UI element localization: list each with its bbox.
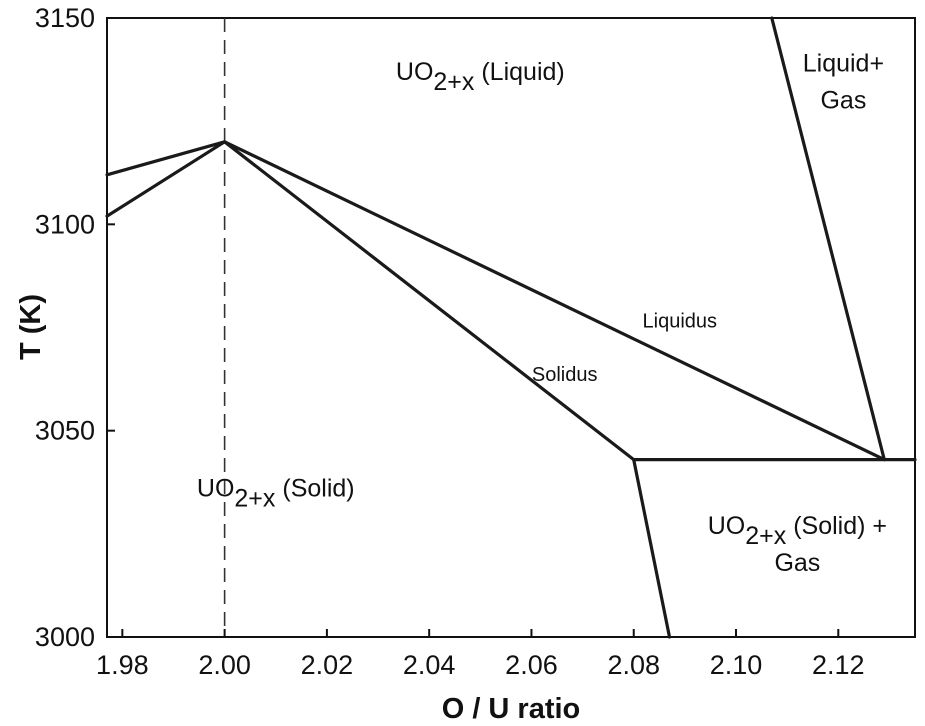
y-tick-label: 3150	[35, 3, 95, 33]
y-tick-label: 3100	[35, 209, 95, 239]
liquid-region: UO2+x (Liquid)	[396, 58, 565, 96]
x-tick-label: 2.10	[710, 650, 763, 680]
x-tick-label: 2.02	[301, 650, 354, 680]
solid-gas-region-line2: Gas	[774, 549, 820, 577]
solidus-line	[105, 140, 636, 462]
y-tick-label: 3000	[35, 622, 95, 652]
y-tick-label: 3050	[35, 416, 95, 446]
x-tick-label: 2.06	[505, 650, 558, 680]
liquidus-label: Liquidus	[643, 311, 718, 333]
solid-gas-region: UO2+x (Solid) +	[708, 512, 887, 550]
x-axis-title: O / U ratio	[442, 693, 581, 725]
plot-frame	[106, 17, 916, 638]
liquidus-line	[105, 140, 886, 462]
liquid-gas-region: Liquid+	[803, 50, 884, 78]
solid-region: UO2+x (Solid)	[197, 475, 355, 513]
x-tick-label: 1.98	[96, 650, 149, 680]
x-tick-label: 2.00	[198, 650, 251, 680]
x-tick-label: 2.04	[403, 650, 456, 680]
solidus-label: Solidus	[532, 364, 598, 386]
liquid-gas-region-line2: Gas	[820, 87, 866, 115]
axis-ticks: 1.98 2.00 2.02 2.04 2.06 2.08 2.10 2.12 3000 3050…	[35, 3, 865, 680]
solid-gas-boundary-line	[632, 458, 672, 639]
y-axis-title: T (K)	[15, 294, 47, 360]
liquid-gas-boundary-line	[770, 16, 886, 462]
plot-marks: Liquidus Solidus UO2+x (Liquid) UO2+x (Soli…	[105, 16, 917, 639]
x-tick-label: 2.12	[812, 650, 865, 680]
x-tick-label: 2.08	[607, 650, 660, 680]
